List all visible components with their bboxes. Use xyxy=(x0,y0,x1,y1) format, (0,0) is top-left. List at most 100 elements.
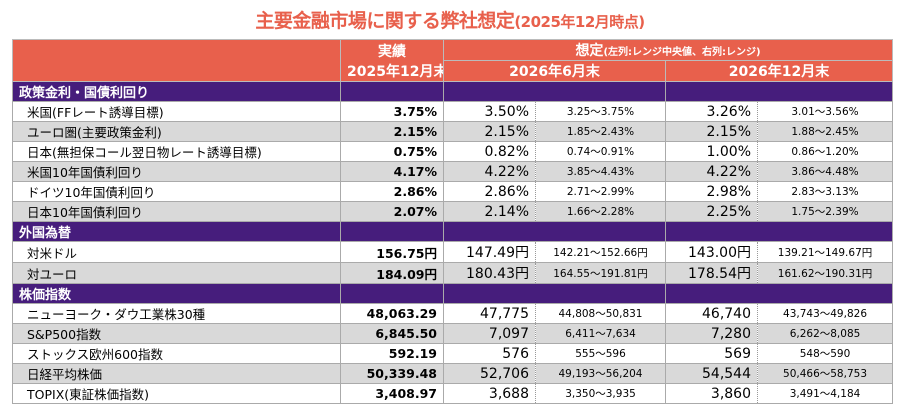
jun-range: 1.66～2.28% xyxy=(535,201,666,222)
actual-value: 6,845.50 xyxy=(340,323,444,344)
jun-range: 164.55～191.81円 xyxy=(535,262,666,284)
dec-range: 3.86～4.48% xyxy=(756,161,894,182)
dec-center: 2.98% xyxy=(665,181,758,202)
table-row: ユーロ圏(主要政策金利) 2.15% 2.15% 1.85～2.43% 2.15% 1.8… xyxy=(12,121,894,142)
jun-center: 2.86% xyxy=(443,181,536,202)
dec-range: 548～590 xyxy=(756,343,894,364)
actual-value: 0.75% xyxy=(340,141,444,162)
jun-range: 2.71～2.99% xyxy=(535,181,666,202)
jun-center: 2.15% xyxy=(443,121,536,142)
row-label: ストックス欧州600指数 xyxy=(12,343,341,364)
row-label: TOPIX(東証株価指数) xyxy=(12,383,341,404)
table-row: ドイツ10年国債利回り 2.86% 2.86% 2.71～2.99% 2.98% 2.83… xyxy=(12,181,894,202)
jun-center: 4.22% xyxy=(443,161,536,182)
jun-range: 142.21～152.66円 xyxy=(535,241,666,263)
dec-center: 7,280 xyxy=(665,323,758,344)
jun-center: 576 xyxy=(443,343,536,364)
header-dec-2026: 2026年12月末 xyxy=(664,60,894,82)
section-header: 外国為替 xyxy=(12,221,894,242)
header-forecast: 想定(左列:レンジ中央値、右列:レンジ) xyxy=(442,39,894,61)
table-row: TOPIX(東証株価指数) 3,408.97 3,688 3,350～3,935 3,8… xyxy=(12,383,894,404)
jun-range: 3.85～4.43% xyxy=(535,161,666,182)
dec-range: 0.86～1.20% xyxy=(756,141,894,162)
dec-center: 4.22% xyxy=(665,161,758,182)
header-blank xyxy=(12,39,341,82)
jun-center: 147.49円 xyxy=(443,241,536,263)
table-row: 日経平均株価 50,339.48 52,706 49,193～56,204 54,544… xyxy=(12,363,894,384)
actual-value: 592.19 xyxy=(340,343,444,364)
dec-center: 3,860 xyxy=(665,383,758,404)
row-label: 日本(無担保コール翌日物レート誘導目標) xyxy=(12,141,341,162)
actual-value: 3,408.97 xyxy=(340,383,444,404)
row-label: S&P500指数 xyxy=(12,323,341,344)
dec-center: 46,740 xyxy=(665,303,758,324)
actual-value: 48,063.29 xyxy=(340,303,444,324)
row-label: 米国10年国債利回り xyxy=(12,161,341,182)
section-title: 株価指数 xyxy=(12,283,341,304)
dec-range: 6,262～8,085 xyxy=(756,323,894,344)
table-row: 日本(無担保コール翌日物レート誘導目標) 0.75% 0.82% 0.74～0.91%… xyxy=(12,141,894,162)
jun-range: 3,350～3,935 xyxy=(535,383,666,404)
jun-center: 180.43円 xyxy=(443,262,536,284)
row-label: 米国(FFレート誘導目標) xyxy=(12,101,341,122)
jun-center: 3,688 xyxy=(443,383,536,404)
jun-center: 52,706 xyxy=(443,363,536,384)
dec-range: 43,743～49,826 xyxy=(756,303,894,324)
table-row: 日本10年国債利回り 2.07% 2.14% 1.66～2.28% 2.25% 1.75～… xyxy=(12,201,894,222)
actual-value: 2.07% xyxy=(340,201,444,222)
table-row: 米国(FFレート誘導目標) 3.75% 3.50% 3.25～3.75% 3.26% 3.… xyxy=(12,101,894,122)
table-row: ストックス欧州600指数 592.19 576 555～596 569 548～590 xyxy=(12,343,894,364)
dec-range: 3,491～4,184 xyxy=(756,383,894,404)
table-row: 対米ドル 156.75円 147.49円 142.21～152.66円 143.00円 1… xyxy=(12,241,894,263)
row-label: 対ユーロ xyxy=(12,262,341,284)
row-label: 日本10年国債利回り xyxy=(12,201,341,222)
table-row: 米国10年国債利回り 4.17% 4.22% 3.85～4.43% 4.22% 3.86～… xyxy=(12,161,894,182)
jun-range: 49,193～56,204 xyxy=(535,363,666,384)
dec-range: 139.21～149.67円 xyxy=(756,241,894,263)
jun-center: 47,775 xyxy=(443,303,536,324)
dec-range: 1.75～2.39% xyxy=(756,201,894,222)
header-jun-2026: 2026年6月末 xyxy=(443,60,666,82)
actual-value: 4.17% xyxy=(340,161,444,182)
jun-center: 2.14% xyxy=(443,201,536,222)
jun-range: 6,411～7,634 xyxy=(535,323,666,344)
row-label: ユーロ圏(主要政策金利) xyxy=(12,121,341,142)
jun-range: 555～596 xyxy=(535,343,666,364)
section-header: 株価指数 xyxy=(12,283,894,304)
jun-range: 0.74～0.91% xyxy=(535,141,666,162)
section-header: 政策金利・国債利回り xyxy=(12,81,894,102)
dec-center: 1.00% xyxy=(665,141,758,162)
section-title: 外国為替 xyxy=(12,221,341,242)
row-label: 日経平均株価 xyxy=(12,363,341,384)
jun-center: 3.50% xyxy=(443,101,536,122)
dec-center: 3.26% xyxy=(665,101,758,122)
dec-center: 2.15% xyxy=(665,121,758,142)
table-row: 対ユーロ 184.09円 180.43円 164.55～191.81円 178.54円 1… xyxy=(12,262,894,284)
dec-center: 54,544 xyxy=(665,363,758,384)
row-label: ドイツ10年国債利回り xyxy=(12,181,341,202)
page-title: 主要金融市場に関する弊社想定(2025年12月時点) xyxy=(255,10,645,32)
actual-value: 2.15% xyxy=(340,121,444,142)
actual-value: 2.86% xyxy=(340,181,444,202)
table-row: S&P500指数 6,845.50 7,097 6,411～7,634 7,280 6,2… xyxy=(12,323,894,344)
dec-center: 143.00円 xyxy=(665,241,758,263)
actual-value: 3.75% xyxy=(340,101,444,122)
row-label: ニューヨーク・ダウ工業株30種 xyxy=(12,303,341,324)
header-actual: 実績 2025年12月末 xyxy=(340,39,444,82)
section-title: 政策金利・国債利回り xyxy=(12,81,341,102)
forecast-table: 実績 2025年12月末 想定(左列:レンジ中央値、右列:レンジ) 2026年6月… xyxy=(12,39,894,404)
dec-range: 161.62～190.31円 xyxy=(756,262,894,284)
actual-value: 156.75円 xyxy=(340,241,444,263)
dec-center: 178.54円 xyxy=(665,262,758,284)
table-row: ニューヨーク・ダウ工業株30種 48,063.29 47,775 44,808～50,… xyxy=(12,303,894,324)
jun-range: 3.25～3.75% xyxy=(535,101,666,122)
dec-range: 2.83～3.13% xyxy=(756,181,894,202)
jun-range: 44,808～50,831 xyxy=(535,303,666,324)
dec-center: 2.25% xyxy=(665,201,758,222)
dec-range: 50,466～58,753 xyxy=(756,363,894,384)
actual-value: 50,339.48 xyxy=(340,363,444,384)
dec-range: 1.88～2.45% xyxy=(756,121,894,142)
dec-center: 569 xyxy=(665,343,758,364)
actual-value: 184.09円 xyxy=(340,262,444,284)
row-label: 対米ドル xyxy=(12,241,341,263)
